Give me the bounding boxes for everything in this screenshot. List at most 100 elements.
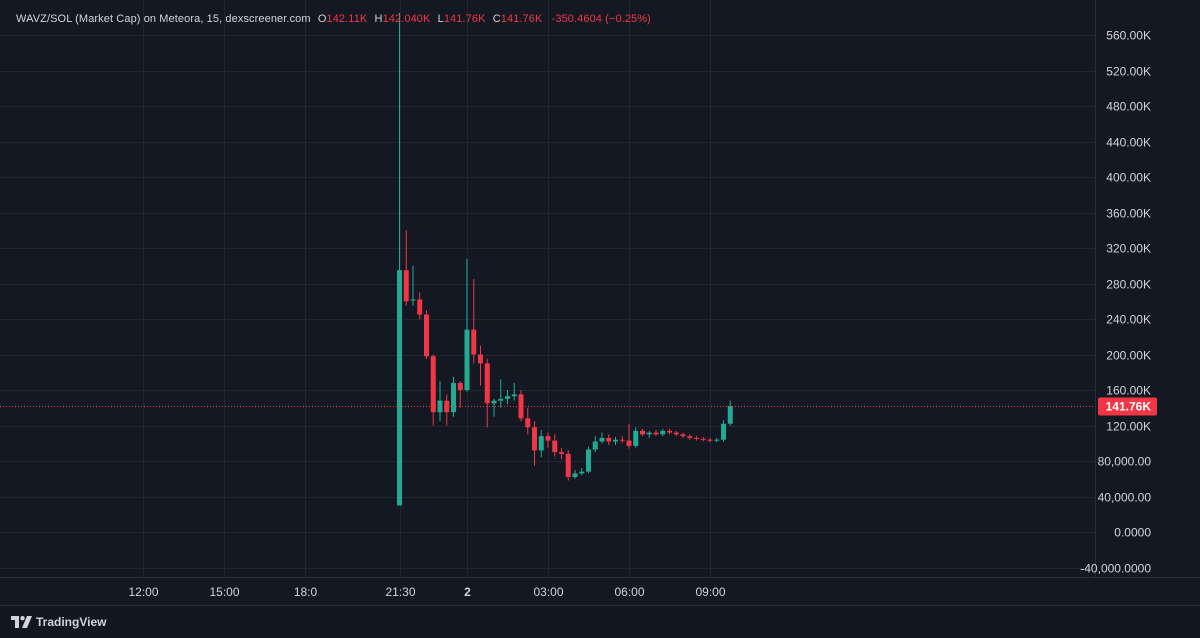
y-tick-label: 200.00K (1106, 349, 1151, 363)
candle-down (694, 436, 699, 441)
candle-down (471, 279, 477, 364)
candle-down (525, 407, 531, 435)
candle-body (397, 270, 402, 506)
candle-up (498, 379, 504, 408)
candle-down (559, 447, 564, 460)
y-tick-label: 520.00K (1106, 65, 1151, 79)
candle-body (511, 394, 517, 397)
candle-up (505, 390, 510, 405)
candle-up (538, 429, 544, 458)
x-tick-label: 06:00 (614, 585, 644, 599)
candle-down (673, 430, 679, 437)
x-tick-label: 12:00 (128, 585, 158, 599)
open-label: O (317, 13, 327, 25)
candle-body (437, 400, 443, 413)
candle-body (518, 394, 524, 419)
current-price-tag (1098, 397, 1157, 416)
candle-body (457, 382, 463, 390)
y-tick-label: 440.00K (1106, 136, 1151, 150)
low-label: L (437, 13, 444, 25)
y-tick-label: 0.0000 (1114, 526, 1151, 540)
candle-up (586, 446, 591, 474)
candle-body (403, 270, 409, 302)
candle-body (727, 405, 733, 424)
candle-body (505, 396, 510, 399)
current-price-text: 141.76K (1106, 400, 1152, 414)
tradingview-brand[interactable]: TradingView (11, 615, 106, 629)
horizontal-gridlines (0, 35, 1095, 569)
candle-down (532, 421, 537, 466)
y-tick-label: 160.00K (1106, 384, 1151, 398)
candle-body (532, 427, 537, 451)
candle-body (430, 356, 436, 413)
time-axis[interactable]: 21:30 2 03:00 06:00 09:00 12:00 15:00 18:0 (128, 585, 725, 599)
candle-up (714, 437, 720, 443)
candle-body (700, 438, 706, 440)
candle-body (579, 471, 585, 474)
candle-down (565, 450, 571, 481)
candle-down (653, 429, 659, 437)
candle-body (471, 329, 477, 355)
candle-body (552, 440, 558, 453)
y-tick-label: 280.00K (1106, 278, 1151, 292)
x-tick-label: 21:30 (385, 585, 415, 599)
high-value: 142.040K (382, 13, 431, 25)
candle-up (491, 398, 497, 417)
candle-body (417, 299, 423, 315)
candle-down (403, 230, 409, 306)
candle-down (626, 423, 632, 449)
candle-body (640, 430, 645, 435)
candle-body (694, 437, 699, 439)
candle-down (606, 434, 612, 446)
tradingview-logo-icon (11, 616, 32, 628)
y-tick-label: -40,000.0000 (1080, 562, 1151, 576)
candles (397, 12, 733, 506)
symbol-title[interactable]: WAVZ/SOL (Market Cap) on Meteora, 15, de… (16, 13, 311, 25)
candle-down (680, 432, 686, 438)
candle-body (498, 398, 504, 401)
y-tick-label: 400.00K (1106, 171, 1151, 185)
candle-up (397, 12, 402, 506)
x-tick-label: 15:00 (209, 585, 239, 599)
candle-body (545, 436, 551, 441)
candle-up (437, 381, 443, 422)
candle-up (613, 437, 618, 446)
candle-body (464, 329, 470, 390)
candle-up (721, 420, 726, 442)
y-tick-label: 560.00K (1106, 29, 1151, 43)
candle-body (559, 452, 564, 454)
candle-body (572, 473, 578, 477)
current-price-label: 141.76K (1098, 397, 1157, 416)
candle-down (484, 358, 490, 428)
brand-name: TradingView (36, 615, 107, 629)
candle-down (424, 310, 429, 359)
candle-up (451, 376, 456, 417)
candle-down (545, 432, 551, 448)
candle-body (687, 436, 693, 438)
y-tick-label: 240.00K (1106, 313, 1151, 327)
candle-body (707, 439, 713, 441)
candle-body (538, 436, 544, 451)
x-tick-label: 2 (464, 585, 471, 599)
candle-body (451, 382, 456, 413)
close-value: 141.76K (500, 13, 543, 25)
candle-up (592, 436, 598, 453)
candle-down (552, 434, 558, 457)
candle-body (646, 432, 652, 435)
candle-up (599, 432, 605, 444)
candle-body (714, 439, 720, 441)
candle-down (707, 437, 713, 443)
candle-body (424, 314, 429, 357)
x-tick-label: 03:00 (533, 585, 563, 599)
candle-body (606, 437, 612, 442)
candle-body (660, 430, 666, 435)
candle-body (592, 441, 598, 450)
price-axis[interactable]: 560.00K 520.00K 480.00K 440.00K 400.00K 360.0… (1080, 29, 1151, 576)
candle-down (478, 345, 483, 386)
candle-body (721, 423, 726, 440)
candle-up (410, 265, 416, 306)
candle-up (633, 427, 639, 448)
candle-down (457, 381, 463, 408)
